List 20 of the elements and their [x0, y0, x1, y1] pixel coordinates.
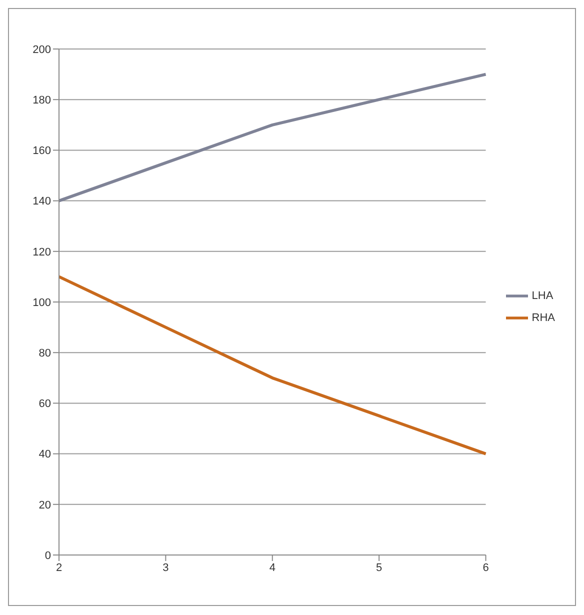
x-tick-label: 3: [162, 562, 169, 574]
y-tick-label: 180: [32, 94, 51, 107]
y-tick-label: 120: [32, 246, 51, 258]
line-series: [58, 72, 488, 202]
y-tick-label: 40: [38, 448, 51, 461]
y-tick-label: 80: [38, 348, 51, 360]
x-tick-label: 5: [376, 562, 382, 574]
legend-label: LHA: [532, 290, 554, 302]
legend-label: RHA: [532, 312, 555, 324]
y-tick-label: 20: [38, 499, 51, 512]
y-tick-label: 0: [44, 550, 51, 562]
x-tick-label: 6: [482, 562, 489, 574]
x-tick-label: 2: [56, 562, 62, 574]
y-tick-label: 160: [32, 145, 51, 158]
line-series: [58, 275, 488, 456]
y-tick-label: 60: [38, 398, 51, 410]
y-tick-label: 200: [32, 44, 51, 56]
y-tick-label: 100: [32, 296, 51, 309]
y-tick-label: 140: [32, 196, 51, 208]
x-tick-label: 4: [269, 562, 276, 574]
